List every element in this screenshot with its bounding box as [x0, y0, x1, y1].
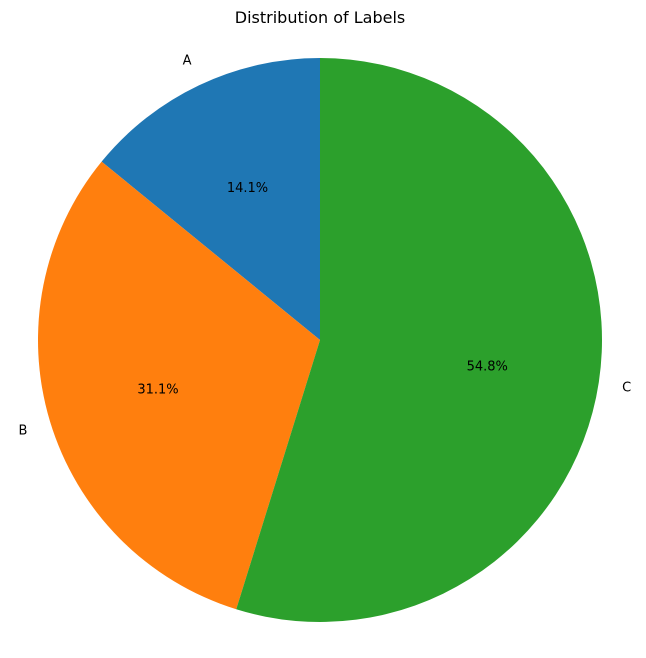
- pie-slice-b: [38, 161, 321, 610]
- pie-slice-c: [236, 58, 603, 622]
- slice-label-a: A: [183, 54, 192, 69]
- slice-percent-b: 31.1%: [137, 383, 178, 398]
- slice-label-b: B: [18, 423, 27, 438]
- slice-percent-c: 54.8%: [467, 359, 508, 374]
- pie-labels: A 14.1% B 31.1% C 54.8%: [18, 54, 631, 439]
- chart-title: Distribution of Labels: [235, 8, 405, 27]
- pie-slice-a: [101, 58, 320, 340]
- slice-percent-a: 14.1%: [227, 181, 268, 196]
- pie-slices: [38, 58, 603, 622]
- slice-label-c: C: [622, 381, 631, 396]
